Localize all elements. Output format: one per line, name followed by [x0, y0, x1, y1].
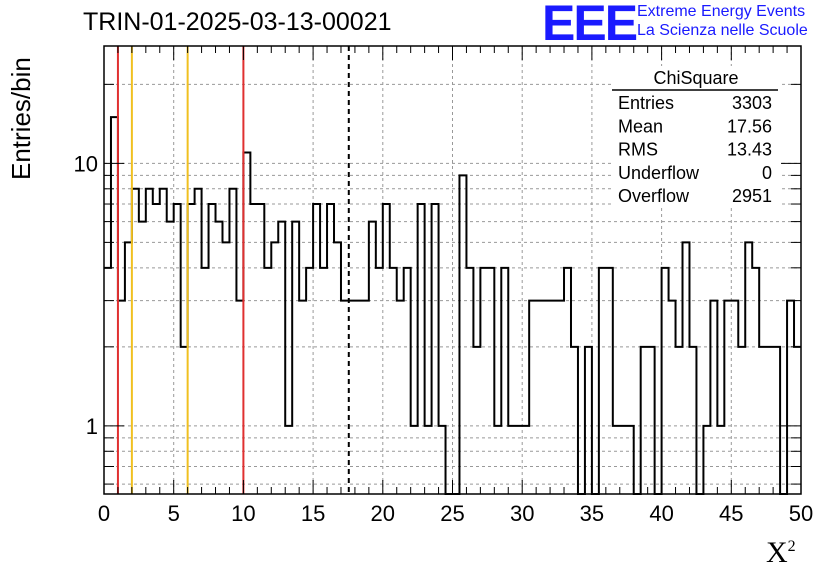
x-tick-label: 0: [98, 501, 110, 526]
x-tick-label: 20: [371, 501, 395, 526]
stats-row-label: Underflow: [618, 163, 700, 183]
x-tick-label: 30: [510, 501, 534, 526]
x-tick-label: 25: [440, 501, 464, 526]
logo-line-2: La Scienza nelle Scuole: [637, 22, 808, 39]
stats-row-value: 17.56: [727, 116, 772, 136]
stats-row-label: Mean: [618, 116, 663, 136]
stats-row-label: RMS: [618, 140, 658, 160]
eee-logo: EEE: [542, 0, 638, 51]
stats-row-value: 3303: [732, 93, 772, 113]
stats-row-value: 2951: [732, 186, 772, 206]
x-tick-label: 50: [789, 501, 813, 526]
chart-title: TRIN-01-2025-03-13-00021: [83, 8, 392, 36]
stats-row-value: 13.43: [727, 140, 772, 160]
stats-row-value: 0: [762, 163, 772, 183]
y-tick-label: 1: [86, 414, 98, 439]
stats-box-title: ChiSquare: [653, 68, 738, 88]
stats-row-label: Overflow: [618, 186, 690, 206]
logo-subtitle: Extreme Energy Events La Scienza nelle S…: [637, 2, 808, 40]
x-tick-label: 15: [301, 501, 325, 526]
logo-line-1: Extreme Energy Events: [637, 3, 806, 20]
x-tick-label: 10: [231, 501, 255, 526]
histogram-line: [104, 116, 801, 495]
x-tick-label: 45: [719, 501, 743, 526]
x-axis-label: X2: [766, 536, 796, 569]
x-tick-label: 35: [580, 501, 604, 526]
x-tick-label: 40: [649, 501, 673, 526]
stats-row-label: Entries: [618, 93, 674, 113]
y-tick-label: 10: [74, 151, 98, 176]
x-tick-label: 5: [168, 501, 180, 526]
